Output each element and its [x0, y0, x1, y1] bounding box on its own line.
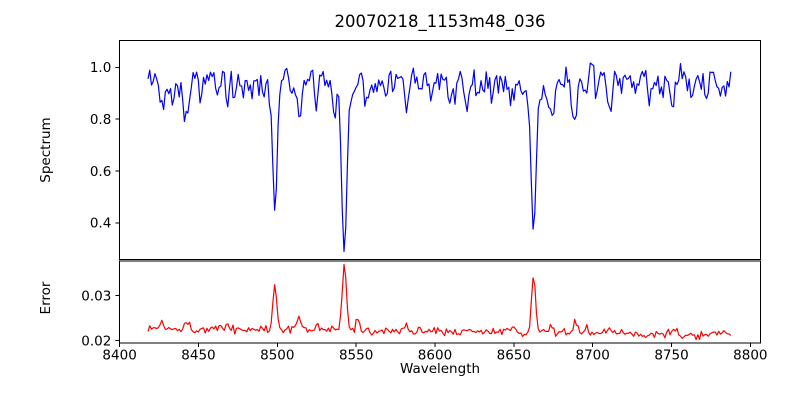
y-axis-label-spectrum: Spectrum: [38, 117, 54, 183]
error-y-tick-label: 0.03: [81, 288, 111, 304]
x-tick-label: 8750: [654, 348, 688, 364]
x-tick-label: 8600: [418, 348, 452, 364]
x-tick-label: 8650: [497, 348, 531, 364]
x-axis-label: Wavelength: [399, 361, 481, 377]
x-tick-label: 8550: [339, 348, 373, 364]
spectrum-y-tick-label: 1.0: [90, 60, 111, 76]
error-y-tick-label: 0.02: [81, 333, 111, 349]
spectrum-series-line: [147, 62, 732, 253]
spectrum-y-tick-label: 0.8: [90, 112, 111, 128]
chart-title: 20070218_1153m48_036: [334, 12, 546, 31]
spectrum-panel-frame: [118, 40, 762, 260]
x-tick-label: 8450: [181, 348, 215, 364]
error-series-line: [147, 263, 732, 341]
x-tick-label: 8400: [102, 348, 136, 364]
x-tick-label: 8800: [733, 348, 767, 364]
y-axis-label-error: Error: [38, 281, 54, 315]
spectrum-y-tick-label: 0.4: [90, 216, 111, 232]
error-panel-frame: [118, 260, 762, 344]
x-tick-label: 8500: [260, 348, 294, 364]
x-tick-label: 8700: [575, 348, 609, 364]
spectrum-y-tick-label: 0.6: [90, 164, 111, 180]
